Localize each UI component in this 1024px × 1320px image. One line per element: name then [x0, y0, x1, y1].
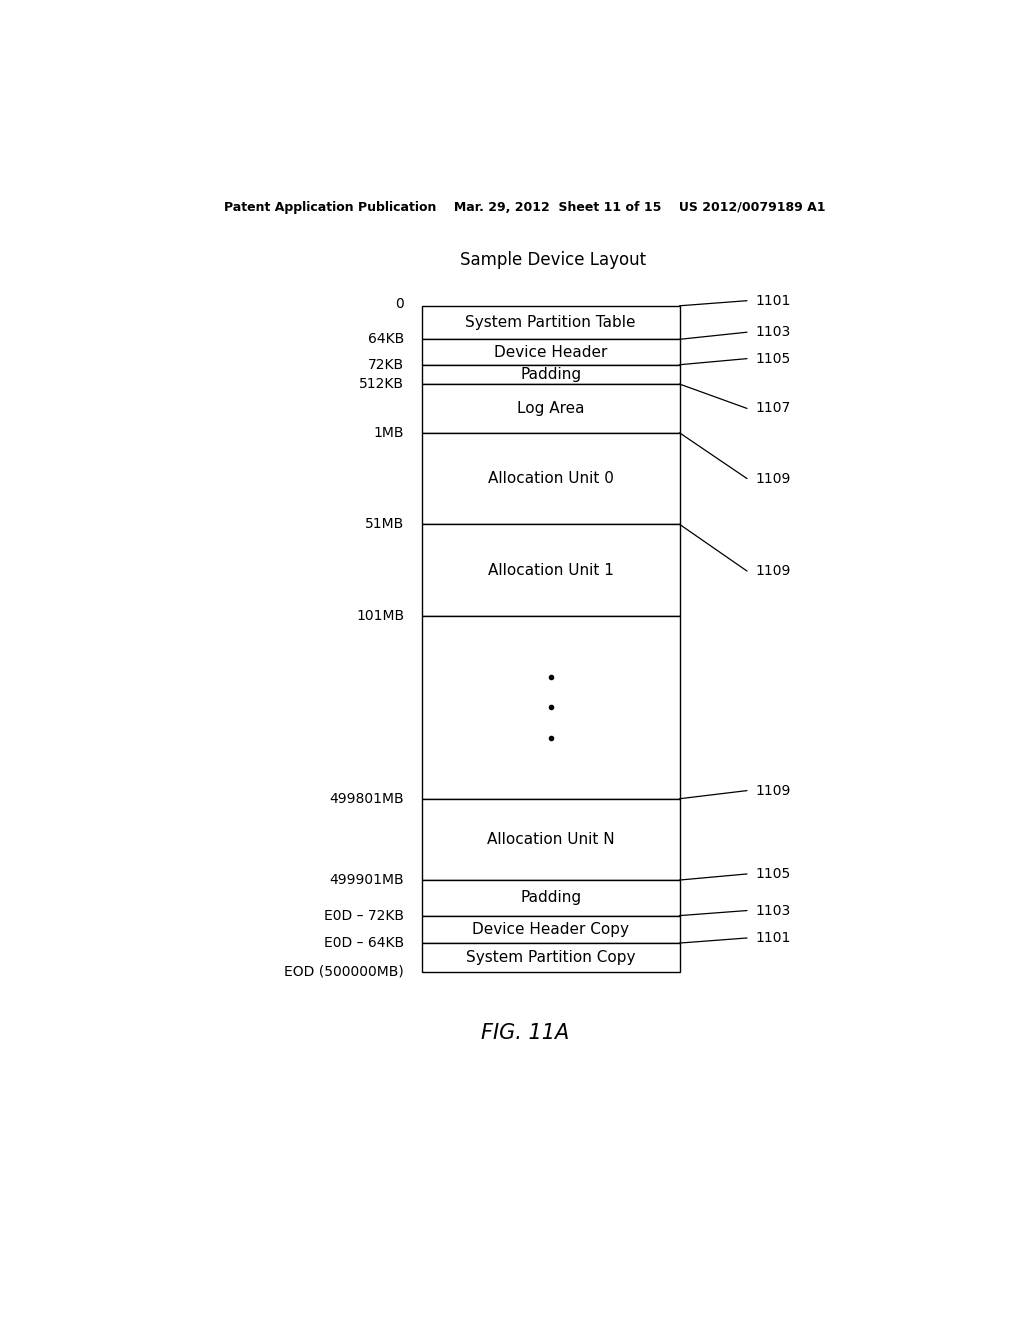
Text: FIG. 11A: FIG. 11A	[480, 1023, 569, 1043]
Bar	[422, 306, 680, 339]
Text: 1105: 1105	[755, 351, 791, 366]
Text: Allocation Unit 0: Allocation Unit 0	[487, 471, 613, 486]
Text: Allocation Unit 1: Allocation Unit 1	[487, 562, 613, 578]
Text: Device Header: Device Header	[494, 345, 607, 359]
Text: 512KB: 512KB	[359, 378, 404, 391]
Text: 51MB: 51MB	[365, 517, 404, 532]
Text: 101MB: 101MB	[356, 609, 404, 623]
Bar	[422, 916, 680, 942]
Text: 64KB: 64KB	[368, 333, 404, 346]
Text: 72KB: 72KB	[368, 358, 404, 372]
Bar	[422, 339, 680, 364]
Text: Patent Application Publication    Mar. 29, 2012  Sheet 11 of 15    US 2012/00791: Patent Application Publication Mar. 29, …	[224, 201, 825, 214]
Text: 1101: 1101	[755, 931, 791, 945]
Text: 1109: 1109	[755, 564, 791, 578]
Text: EOD (500000MB): EOD (500000MB)	[285, 965, 404, 978]
Text: 499801MB: 499801MB	[330, 792, 404, 805]
Bar	[422, 615, 680, 799]
Text: 1103: 1103	[755, 325, 791, 339]
Text: Padding: Padding	[520, 367, 582, 381]
Text: 1105: 1105	[755, 867, 791, 880]
Text: 1107: 1107	[755, 401, 791, 416]
Bar	[422, 880, 680, 916]
Bar	[422, 364, 680, 384]
Text: E0D – 64KB: E0D – 64KB	[324, 936, 404, 950]
Text: Device Header Copy: Device Header Copy	[472, 921, 629, 937]
Text: 1109: 1109	[755, 471, 791, 486]
Text: System Partition Copy: System Partition Copy	[466, 950, 635, 965]
Text: 0: 0	[395, 297, 404, 310]
Text: 1103: 1103	[755, 903, 791, 917]
Text: Allocation Unit N: Allocation Unit N	[486, 832, 614, 847]
Text: 499901MB: 499901MB	[330, 873, 404, 887]
Text: Padding: Padding	[520, 890, 582, 906]
Text: 1101: 1101	[755, 293, 791, 308]
Text: System Partition Table: System Partition Table	[465, 315, 636, 330]
Bar	[422, 433, 680, 524]
Text: 1109: 1109	[755, 784, 791, 797]
Bar	[422, 942, 680, 972]
Text: Sample Device Layout: Sample Device Layout	[460, 251, 646, 269]
Text: 1MB: 1MB	[374, 426, 404, 440]
Text: E0D – 72KB: E0D – 72KB	[325, 908, 404, 923]
Bar	[422, 384, 680, 433]
Bar	[422, 799, 680, 880]
Text: Log Area: Log Area	[517, 401, 585, 416]
Bar	[422, 524, 680, 615]
